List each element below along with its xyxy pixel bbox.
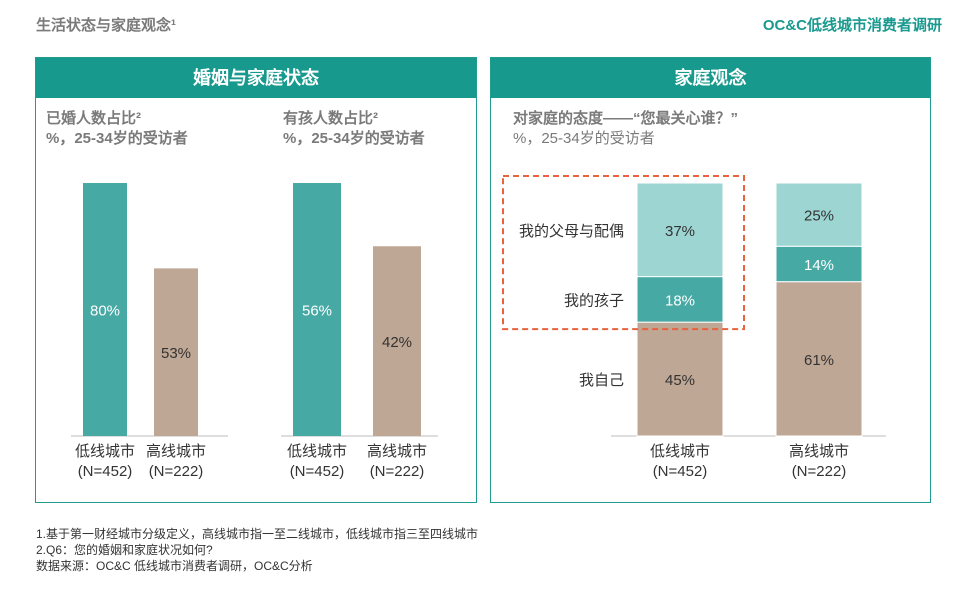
x-tick-sample-size: (N=222) — [149, 463, 204, 480]
panel-header-marriage: 婚姻与家庭状态 — [36, 58, 476, 98]
series-label: 我自己 — [579, 372, 624, 389]
data-label: 56% — [302, 303, 332, 320]
children-subtitle: 有孩人数占比² %，25-34岁的受访者 — [283, 109, 425, 149]
report-title: OC&C低线城市消费者调研 — [762, 17, 942, 34]
x-tick-sample-size: (N=452) — [290, 463, 345, 480]
x-tick-sample-size: (N=222) — [370, 463, 425, 480]
footnote-2: 2.Q6：您的婚姻和家庭状况如何? — [36, 543, 213, 557]
data-source: 数据来源：OC&C 低线城市消费者调研，OC&C分析 — [36, 559, 313, 573]
footnotes: 1.基于第一财经城市分级定义，高线城市指一至二线城市，低线城市指三至四线城市 2… — [36, 526, 478, 574]
data-label: 25% — [804, 208, 834, 225]
bar — [373, 246, 421, 436]
panel-header-values: 家庭观念 — [491, 58, 930, 98]
x-tick-label: 低线城市 — [75, 443, 135, 460]
data-label: 61% — [804, 352, 834, 369]
values-subtitle: 对家庭的态度——“您最关心谁？” %，25-34岁的受访者 — [513, 109, 738, 149]
stacked-segment — [775, 281, 863, 437]
stacked-segment — [636, 182, 724, 278]
married-subtitle-title: 已婚人数占比² — [46, 110, 141, 127]
bar — [83, 183, 127, 436]
page-title: 生活状态与家庭观念¹ — [36, 17, 176, 34]
x-tick-label: 低线城市 — [287, 443, 347, 460]
values-subtitle-title: 对家庭的态度——“您最关心谁？” — [513, 110, 739, 127]
stacked-segment — [636, 276, 724, 323]
family-values-chart: 45% 18% 37% 低线城市 (N=452) 61% 14% 25% 高线城市 (N=222)… — [502, 175, 886, 480]
x-tick-label: 高线城市 — [367, 443, 427, 460]
footnote-1: 1.基于第一财经城市分级定义，高线城市指一至二线城市，低线城市指三至四线城市 — [36, 527, 479, 541]
series-label: 我的孩子 — [564, 292, 624, 309]
married-subtitle-unit: %，25-34岁的受访者 — [46, 130, 188, 147]
data-label: 80% — [90, 303, 120, 320]
data-label: 18% — [665, 292, 695, 309]
x-tick-sample-size: (N=452) — [78, 463, 133, 480]
children-subtitle-title: 有孩人数占比² — [283, 110, 378, 127]
panel-family-values: 家庭观念 对家庭的态度——“您最关心谁？” %，25-34岁的受访者 45% 18… — [490, 57, 931, 503]
x-tick-label: 高线城市 — [146, 443, 206, 460]
married-subtitle: 已婚人数占比² %，25-34岁的受访者 — [46, 109, 188, 149]
x-tick-label: 低线城市 — [650, 443, 710, 460]
bar — [293, 183, 341, 436]
data-label: 42% — [382, 334, 412, 351]
data-label: 37% — [665, 223, 695, 240]
marriage-children-charts: 80% 低线城市 (N=452) 53% 高线城市 (N=222) 56% 低线城市 (N=45… — [71, 183, 438, 480]
x-tick-sample-size: (N=452) — [653, 463, 708, 480]
values-subtitle-unit: %，25-34岁的受访者 — [513, 130, 655, 147]
stacked-segment — [775, 245, 863, 283]
x-tick-label: 高线城市 — [789, 443, 849, 460]
panel-marriage-family: 婚姻与家庭状态 已婚人数占比² %，25-34岁的受访者 有孩人数占比² %，2… — [35, 57, 477, 503]
stacked-segment — [775, 182, 863, 247]
x-tick-sample-size: (N=222) — [792, 463, 847, 480]
series-label: 我的父母与配偶 — [519, 223, 624, 240]
data-label: 45% — [665, 372, 695, 389]
highlight-box — [502, 175, 745, 331]
bar — [154, 268, 198, 436]
stacked-segment — [636, 321, 724, 437]
data-label: 53% — [161, 345, 191, 362]
children-subtitle-unit: %，25-34岁的受访者 — [283, 130, 425, 147]
data-label: 14% — [804, 257, 834, 274]
